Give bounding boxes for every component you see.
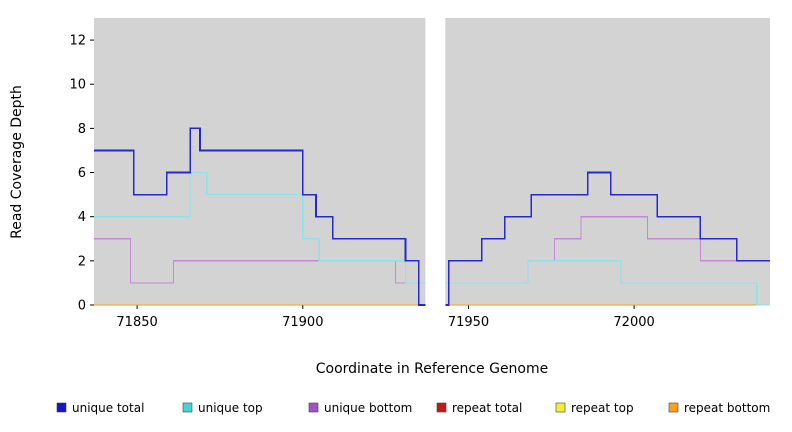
series-unique-top: [94, 171, 426, 284]
legend-label-repeat-top: repeat top: [571, 401, 634, 415]
x-tick-label: 71950: [448, 315, 489, 330]
y-tick-label: 10: [69, 78, 86, 93]
legend-swatch-unique-total: [56, 402, 67, 413]
y-tick-label: 2: [78, 254, 86, 269]
legend-swatch-repeat-top: [555, 402, 566, 413]
series-unique-total: [445, 171, 770, 306]
legend-label-repeat-bottom: repeat bottom: [684, 401, 770, 415]
y-tick-label: 4: [78, 210, 86, 225]
legend-swatch-unique-top: [182, 402, 193, 413]
legend-label-repeat-total: repeat total: [452, 401, 522, 415]
legend-swatch-unique-bottom: [308, 402, 319, 413]
legend-swatch-repeat-total: [436, 402, 447, 413]
series-unique-top: [445, 260, 770, 306]
x-tick-label: 72000: [613, 315, 654, 330]
legend-label-unique-top: unique top: [198, 401, 263, 415]
y-axis-label: Read Coverage Depth: [9, 85, 25, 239]
y-tick-label: 8: [78, 122, 86, 137]
y-tick-label: 12: [69, 34, 86, 49]
legend-label-unique-bottom: unique bottom: [324, 401, 412, 415]
no-coverage-gap: [425, 18, 446, 305]
series-unique-total: [94, 127, 426, 306]
y-tick-label: 6: [78, 166, 86, 181]
legend-swatch-repeat-bottom: [668, 402, 679, 413]
y-tick-label: 0: [78, 299, 86, 314]
x-axis-label: Coordinate in Reference Genome: [316, 361, 549, 377]
x-tick-label: 71900: [282, 315, 323, 330]
x-tick-label: 71850: [116, 315, 157, 330]
legend-label-unique-total: unique total: [72, 401, 144, 415]
series-unique-bottom: [94, 238, 426, 284]
